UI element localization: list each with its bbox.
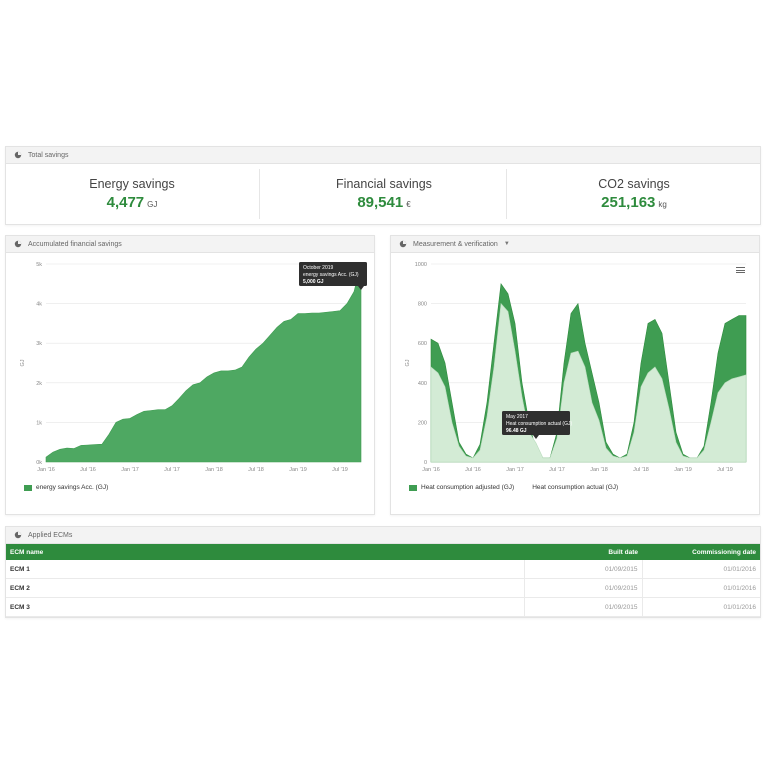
ecm-name-cell: ECM 1 xyxy=(6,560,524,579)
mv-chart-panel: Measurement & verification ▼ 0 200 400 600 8… xyxy=(390,235,760,515)
kpi-co2-label: CO2 savings xyxy=(598,177,670,191)
financial-chart-header: Accumulated financial savings xyxy=(6,236,374,253)
financial-chart-title: Accumulated financial savings xyxy=(28,240,122,248)
kpi-energy: Energy savings 4,477 GJ xyxy=(6,165,258,223)
tooltip-box xyxy=(299,262,367,286)
tooltip-pointer xyxy=(533,434,539,439)
y-axis-label: GJ xyxy=(20,359,26,366)
total-savings-panel: Total savings Energy savings 4,477 GJ Fin… xyxy=(5,146,761,225)
x-tick-label: Jul '17 xyxy=(164,467,180,473)
y-tick-label: 600 xyxy=(418,341,427,347)
x-tick-label: Jul '18 xyxy=(633,467,649,473)
tooltip-text: 5,000 GJ xyxy=(303,279,324,285)
kpi-co2-value: 251,163 xyxy=(601,194,656,211)
kpi-financial-label: Financial savings xyxy=(336,177,432,191)
x-tick-label: Jan '17 xyxy=(506,467,524,473)
y-tick-label: 1k xyxy=(36,420,42,426)
pie-chart-icon xyxy=(14,240,22,248)
mv-chart-title: Measurement & verification xyxy=(413,240,498,248)
ecm-panel: Applied ECMs ECM name Built date Commiss… xyxy=(5,526,761,618)
financial-chart-panel: Accumulated financial savings 0k 1k 2k 3k 4k… xyxy=(5,235,375,515)
y-axis-label: GJ xyxy=(405,359,411,366)
total-savings-title: Total savings xyxy=(28,151,69,159)
x-tick-label: Jul '16 xyxy=(465,467,481,473)
tooltip-text: October 2019 xyxy=(303,265,334,271)
series-area-1 xyxy=(45,263,362,463)
mv-legend[interactable]: Heat consumption adjusted (GJ) Heat cons… xyxy=(409,484,618,491)
kpi-divider xyxy=(259,169,260,219)
x-tick-label: Jul '16 xyxy=(80,467,96,473)
y-tick-label: 0k xyxy=(36,460,42,466)
table-row[interactable]: ECM 1 01/09/2015 01/01/2016 xyxy=(6,560,760,579)
x-tick-label: Jul '18 xyxy=(248,467,264,473)
y-tick-label: 200 xyxy=(418,420,427,426)
y-tick-label: 4k xyxy=(36,302,42,308)
legend-swatch xyxy=(24,484,32,491)
x-tick-label: Jan '18 xyxy=(205,467,223,473)
kpi-energy-label: Energy savings xyxy=(89,177,175,191)
mv-legend-actual-label: Heat consumption actual (GJ) xyxy=(532,484,619,491)
built-date-cell: 01/09/2015 xyxy=(523,578,642,598)
table-row[interactable]: ECM 3 01/09/2015 01/01/2016 xyxy=(6,597,760,617)
kpi-financial-value: 89,541 xyxy=(357,194,404,211)
pie-chart-icon xyxy=(399,240,407,248)
tooltip-text: Heat consumption actual (GJ) xyxy=(506,421,572,427)
column-header-ecm-name[interactable]: ECM name xyxy=(6,544,524,560)
legend-swatch-adjusted xyxy=(409,484,417,491)
financial-savings-chart: 0k 1k 2k 3k 4k 5k GJ Jan '16 Jul '16 Jan '17 Jul '… xyxy=(20,262,367,473)
ecm-panel-title: Applied ECMs xyxy=(28,531,73,539)
x-tick-label: Jul '17 xyxy=(549,467,565,473)
mv-legend-adjusted-label: Heat consumption adjusted (GJ) xyxy=(421,484,515,491)
commissioning-date-cell: 01/01/2016 xyxy=(641,560,760,579)
x-tick-label: Jan '16 xyxy=(37,467,55,473)
total-savings-header: Total savings xyxy=(6,147,760,164)
x-tick-label: Jan '19 xyxy=(674,467,692,473)
hamburger-menu-icon[interactable] xyxy=(736,266,745,275)
kpi-co2-unit: kg xyxy=(658,200,667,209)
tooltip-text: May 2017 xyxy=(506,414,528,420)
ecm-header: Applied ECMs xyxy=(6,527,760,544)
y-tick-label: 1000 xyxy=(415,262,427,268)
ecm-table: ECM name Built date Commissioning date E… xyxy=(6,544,760,617)
commissioning-date-cell: 01/01/2016 xyxy=(641,578,760,598)
commissioning-date-cell: 01/01/2016 xyxy=(641,597,760,617)
kpi-divider xyxy=(506,169,507,219)
pie-chart-icon xyxy=(14,531,22,539)
mv-chart: 0 200 400 600 800 1000 GJ Jan '16 Jul '16 Jan '17… xyxy=(405,262,747,473)
chevron-down-icon[interactable]: ▼ xyxy=(503,241,510,247)
x-tick-label: Jul '19 xyxy=(332,467,348,473)
x-tick-label: Jan '16 xyxy=(422,467,440,473)
financial-legend[interactable]: energy savings Acc. (GJ) xyxy=(24,484,108,491)
x-tick-label: Jan '18 xyxy=(590,467,608,473)
y-tick-label: 400 xyxy=(418,381,427,387)
mv-chart-header: Measurement & verification ▼ xyxy=(391,236,759,253)
x-tick-label: Jan '17 xyxy=(121,467,139,473)
kpi-energy-value: 4,477 xyxy=(106,194,145,211)
built-date-cell: 01/09/2015 xyxy=(523,597,642,617)
tooltip-box xyxy=(502,410,570,435)
ecm-name-cell: ECM 2 xyxy=(6,578,524,598)
y-tick-label: 3k xyxy=(36,341,42,347)
kpi-financial: Financial savings 89,541 € xyxy=(258,165,510,223)
y-tick-label: 5k xyxy=(36,262,42,268)
y-tick-label: 2k xyxy=(36,381,42,387)
kpi-co2: CO2 savings 251,163 kg xyxy=(508,165,760,223)
y-tick-label: 800 xyxy=(418,302,427,308)
table-row[interactable]: ECM 2 01/09/2015 01/01/2016 xyxy=(6,578,760,598)
kpi-energy-unit: GJ xyxy=(147,200,158,209)
x-tick-label: Jul '19 xyxy=(717,467,733,473)
ecm-table-header-row: ECM name Built date Commissioning date xyxy=(6,544,760,560)
ecm-name-cell: ECM 3 xyxy=(6,597,524,617)
tooltip-pointer xyxy=(358,286,364,290)
built-date-cell: 01/09/2015 xyxy=(523,560,642,579)
y-tick-label: 0 xyxy=(424,460,427,466)
pie-chart-icon xyxy=(14,151,22,159)
column-header-commissioning-date[interactable]: Commissioning date xyxy=(642,544,760,560)
tooltip-text: 96.48 GJ xyxy=(506,428,527,434)
financial-legend-label: energy savings Acc. (GJ) xyxy=(36,484,109,491)
tooltip-text: energy savings Acc. (GJ) xyxy=(303,272,359,278)
x-tick-label: Jan '19 xyxy=(289,467,307,473)
kpi-financial-unit: € xyxy=(406,200,411,209)
column-header-built-date[interactable]: Built date xyxy=(524,544,642,560)
